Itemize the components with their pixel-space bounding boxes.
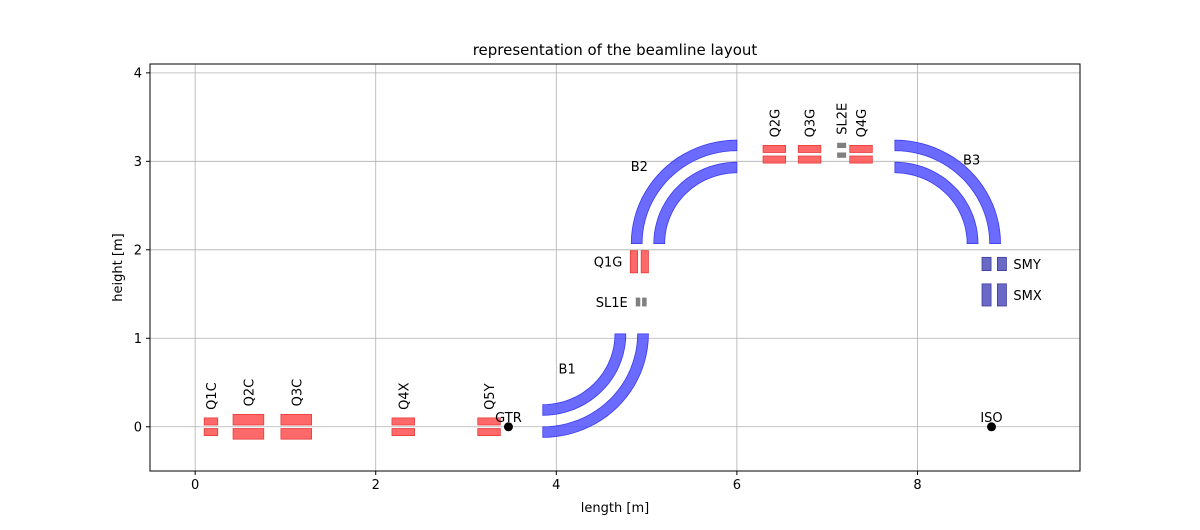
scanning-magnet-block — [981, 283, 992, 307]
quadrupole-block — [849, 155, 873, 164]
x-tick-label: 4 — [552, 478, 560, 493]
y-tick-label: 4 — [134, 66, 142, 81]
dipole-inner-arc — [542, 333, 627, 416]
y-axis-label: height [m] — [111, 233, 126, 301]
scanning-magnet-block — [996, 283, 1007, 307]
quadrupole-label: Q1G — [594, 256, 623, 271]
dipole-label: B1 — [559, 362, 576, 377]
quadrupole-label: Q2G — [768, 109, 783, 138]
quadrupole-block — [762, 155, 787, 164]
quadrupole-block — [391, 428, 415, 437]
quadrupole-block — [203, 428, 219, 437]
x-tick-label: 8 — [913, 478, 921, 493]
y-tick-label: 3 — [134, 155, 142, 170]
plot-area: B1 B2 B3 Q1C Q2C Q3C Q4X Q5Y Q1G Q2G Q3G Q4G SL1E SL2… — [203, 103, 1042, 440]
slit-label: SL2E — [836, 103, 851, 135]
x-axis-label: length [m] — [581, 501, 649, 516]
x-tick-label: 0 — [191, 478, 199, 493]
quadrupole-label: Q3G — [804, 109, 819, 138]
quadrupole-block — [629, 250, 638, 274]
quadrupole-label: Q2C — [242, 379, 257, 407]
scanning-magnet-label: SMX — [1013, 289, 1041, 304]
dipole-outer-arc — [894, 139, 1001, 245]
scanning-magnet-label: SMY — [1013, 258, 1040, 273]
quadrupole-block — [797, 144, 822, 153]
slit-block — [642, 297, 647, 307]
x-tick-label: 6 — [733, 478, 741, 493]
dipole-outer-arc — [542, 333, 649, 438]
quadrupole-block — [640, 250, 649, 274]
quadrupole-label: Q4X — [397, 382, 412, 410]
slit-block — [635, 297, 641, 307]
quadrupole-label: Q1C — [205, 382, 220, 410]
chart-title: representation of the beamline layout — [473, 41, 758, 59]
quadrupole-block — [762, 144, 787, 153]
quadrupole-block — [280, 428, 313, 440]
y-tick-label: 2 — [134, 243, 142, 258]
scanning-magnet-block — [981, 256, 992, 271]
axes-frame — [149, 63, 1081, 472]
grid — [150, 64, 1080, 471]
quadrupole-block — [391, 417, 415, 426]
dipole-label: B2 — [631, 160, 648, 175]
quadrupole-block — [477, 428, 501, 437]
slit-block — [837, 142, 847, 149]
dipole-inner-arc — [653, 161, 738, 245]
quadrupole-label: Q4G — [855, 109, 870, 138]
y-tick-label: 0 — [134, 420, 142, 435]
dipole-outer-arc — [630, 139, 738, 245]
quadrupole-block — [280, 413, 313, 426]
y-tick-label: 1 — [134, 332, 142, 347]
slit-label: SL1E — [596, 296, 628, 311]
dipole-label: B3 — [963, 154, 980, 169]
quadrupole-block — [849, 144, 873, 153]
quadrupole-block — [232, 428, 265, 440]
scanning-magnet-block — [996, 256, 1007, 271]
quadrupole-block — [477, 417, 501, 426]
x-tick-label: 2 — [372, 478, 380, 493]
quadrupole-block — [203, 417, 219, 426]
dipole-inner-arc — [894, 161, 979, 245]
axis-ticks: 0 2 4 6 8 0 1 2 3 4 — [134, 66, 922, 493]
slit-block — [837, 152, 847, 158]
point-label: ISO — [980, 411, 1002, 426]
reference-point — [503, 422, 513, 432]
quadrupole-block — [797, 155, 822, 164]
quadrupole-label: Q5Y — [483, 383, 498, 410]
quadrupole-label: Q3C — [290, 379, 305, 407]
reference-point — [987, 422, 997, 432]
point-label: GTR — [495, 411, 522, 426]
quadrupole-block — [232, 413, 265, 426]
